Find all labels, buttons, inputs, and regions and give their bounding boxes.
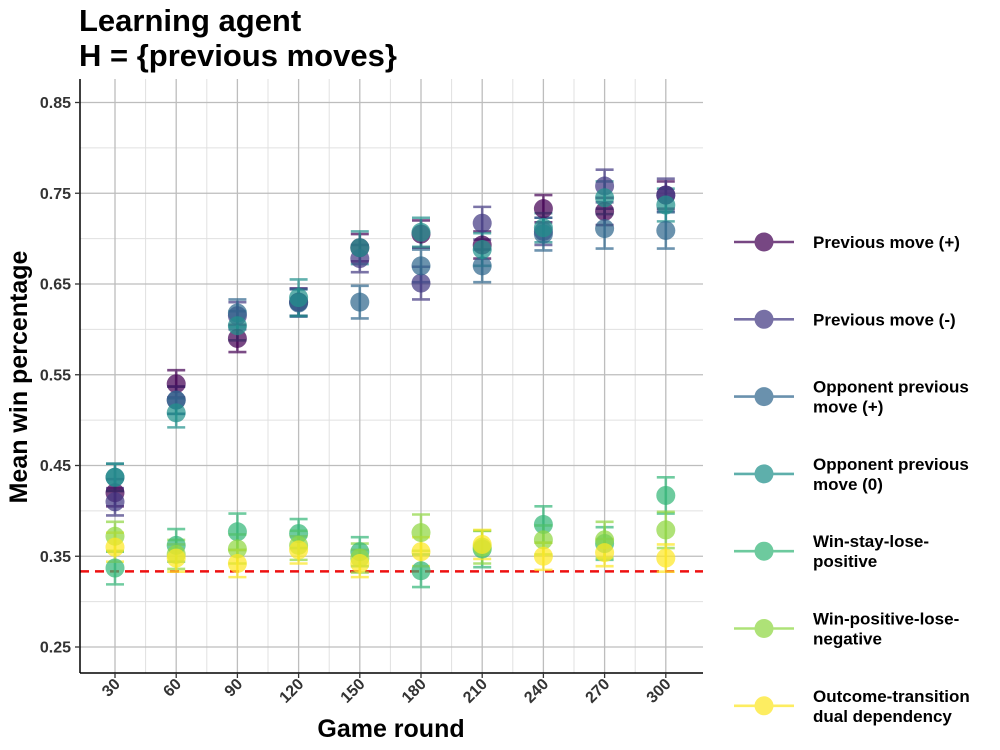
data-points — [105, 176, 676, 581]
x-tick-label: 180 — [399, 676, 430, 707]
data-point — [472, 256, 492, 276]
data-point — [350, 292, 370, 312]
x-tick-label: 150 — [338, 676, 369, 707]
data-point — [350, 554, 370, 574]
data-point — [350, 238, 370, 258]
x-tick-label: 240 — [521, 676, 552, 707]
y-axis-title: Mean win percentage — [5, 250, 33, 503]
data-point — [595, 188, 615, 208]
data-point — [656, 548, 676, 568]
data-point — [595, 543, 615, 563]
x-tick-label: 300 — [644, 676, 675, 707]
legend-key — [734, 464, 794, 484]
data-point — [227, 316, 247, 336]
data-point — [105, 558, 125, 578]
x-axis-ticks: 30 60 90 120 150 180 210 240 270 300 — [99, 673, 675, 707]
data-point — [656, 520, 676, 540]
y-tick-label: 0.65 — [40, 277, 71, 294]
legend-label: Previous move (+) — [813, 233, 960, 252]
legend-key — [734, 387, 794, 407]
axes — [79, 79, 703, 674]
data-point — [656, 195, 676, 215]
legend-key-point — [754, 619, 774, 638]
plot-panel — [80, 79, 703, 673]
chart-title-line-1: Learning agent — [79, 3, 301, 38]
minor-gridlines — [80, 79, 703, 673]
legend-label: Win-stay-lose-positive — [813, 532, 929, 571]
data-point — [533, 199, 553, 219]
legend-key-point — [754, 387, 774, 407]
chart-title-line-2: H = {previous moves} — [79, 38, 397, 73]
legend-item: Opponent previous move (0) — [734, 455, 969, 494]
data-point — [595, 201, 615, 221]
legend-item: Win-positive-lose-negative — [734, 610, 959, 649]
data-point — [533, 218, 553, 238]
legend-label: Opponent previous move (0) — [813, 455, 969, 494]
legend-label: Win-positive-lose-negative — [813, 610, 959, 649]
legend-item: Previous move (-) — [734, 309, 956, 329]
data-point — [411, 273, 431, 293]
x-tick-label: 60 — [160, 676, 185, 701]
legend-key — [734, 309, 794, 329]
data-point — [289, 540, 309, 560]
legend-key — [734, 232, 794, 252]
legend-label: Opponent previous move (+) — [813, 378, 969, 417]
legend-item: Previous move (+) — [734, 232, 960, 252]
data-point — [595, 219, 615, 239]
legend-label: Outcome-transition dual dependency — [813, 687, 970, 726]
legend-item: Opponent previous move (+) — [734, 378, 969, 417]
data-point — [227, 539, 247, 559]
legend-key-point — [754, 696, 774, 716]
y-tick-label: 0.25 — [40, 640, 71, 657]
data-point — [533, 546, 553, 566]
y-tick-label: 0.35 — [40, 549, 71, 566]
x-tick-label: 120 — [277, 676, 308, 707]
data-point — [289, 288, 309, 308]
data-point — [472, 534, 492, 554]
legend-item: Win-stay-lose-positive — [734, 532, 929, 571]
x-tick-label: 30 — [99, 676, 124, 701]
legend-key-point — [754, 541, 774, 561]
data-point — [105, 537, 125, 557]
legend-label: Previous move (-) — [813, 310, 956, 329]
data-point — [411, 561, 431, 581]
legend-key — [734, 541, 794, 561]
data-point — [411, 256, 431, 276]
data-point — [533, 514, 553, 534]
legend-item: Outcome-transition dual dependency — [734, 687, 970, 726]
legend-key — [734, 619, 794, 638]
data-point — [533, 530, 553, 550]
data-point — [105, 467, 125, 487]
x-axis-title: Game round — [317, 715, 464, 743]
data-point — [411, 222, 431, 242]
data-point — [411, 523, 431, 543]
data-point — [656, 220, 676, 240]
y-tick-label: 0.85 — [40, 95, 71, 112]
legend-key — [734, 696, 794, 716]
data-point — [472, 240, 492, 260]
data-point — [411, 542, 431, 562]
data-point — [166, 374, 186, 394]
chart-title: Learning agent H = {previous moves} — [79, 3, 397, 73]
legend: Previous move (+) Previous move (-) Oppone… — [734, 232, 970, 726]
legend-key-point — [754, 232, 774, 252]
y-tick-label: 0.45 — [40, 458, 71, 475]
data-point — [472, 213, 492, 233]
y-tick-label: 0.75 — [40, 186, 71, 203]
data-point — [166, 403, 186, 423]
x-tick-label: 90 — [222, 676, 247, 701]
data-point — [227, 522, 247, 542]
data-point — [105, 492, 125, 512]
x-tick-label: 270 — [583, 676, 614, 707]
legend-key-point — [754, 464, 774, 484]
y-axis-ticks: 0.25 0.35 0.45 0.55 0.65 0.75 0.85 — [40, 95, 80, 657]
x-tick-label: 210 — [460, 676, 491, 707]
legend-key-point — [754, 309, 774, 329]
data-point — [166, 548, 186, 568]
y-tick-label: 0.55 — [40, 367, 71, 384]
data-point — [227, 554, 247, 574]
data-point — [656, 485, 676, 505]
